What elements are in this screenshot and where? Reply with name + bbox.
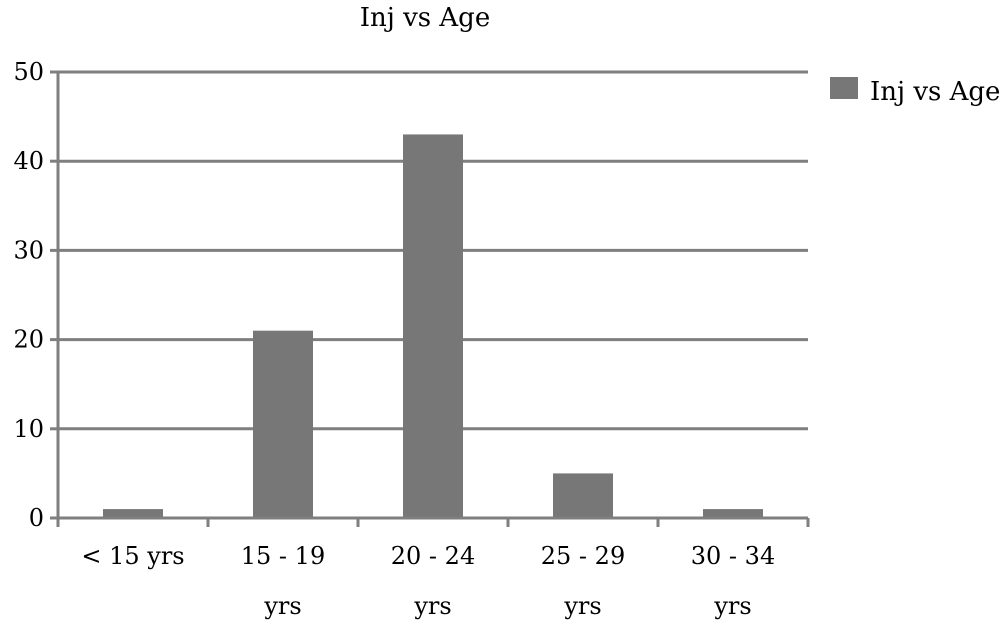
y-tick-label: 30 (13, 236, 44, 264)
y-tick-label: 20 (13, 326, 44, 354)
y-tick-labels: 0 10 20 30 40 50 (13, 58, 44, 532)
bar (553, 473, 613, 518)
legend-swatch (830, 77, 858, 99)
x-tick-label: yrs (563, 592, 601, 620)
axes (50, 70, 810, 527)
legend: Inj vs Age (830, 77, 1000, 107)
x-tick-label: 25 - 29 (541, 542, 625, 570)
legend-label: Inj vs Age (870, 77, 1000, 107)
x-tick-label: yrs (263, 592, 301, 620)
bars (103, 134, 763, 518)
bar (253, 330, 313, 518)
bar (403, 134, 463, 518)
bar (703, 509, 763, 518)
y-tick-label: 40 (13, 147, 44, 175)
y-tick-label: 0 (29, 504, 44, 532)
x-tick-label: 15 - 19 (241, 542, 325, 570)
x-tick-label: yrs (713, 592, 751, 620)
bar (103, 509, 163, 518)
x-tick-labels: < 15 yrs 15 - 19 yrs 20 - 24 yrs 25 - 29 yrs 30… (81, 542, 775, 620)
x-tick-label: yrs (413, 592, 451, 620)
chart-title: Inj vs Age (360, 3, 490, 33)
y-tick-label: 50 (13, 58, 44, 86)
x-tick-label: 20 - 24 (391, 542, 475, 570)
x-tick-label: 30 - 34 (691, 542, 775, 570)
y-tick-label: 10 (13, 415, 44, 443)
x-tick-label: < 15 yrs (81, 542, 184, 570)
